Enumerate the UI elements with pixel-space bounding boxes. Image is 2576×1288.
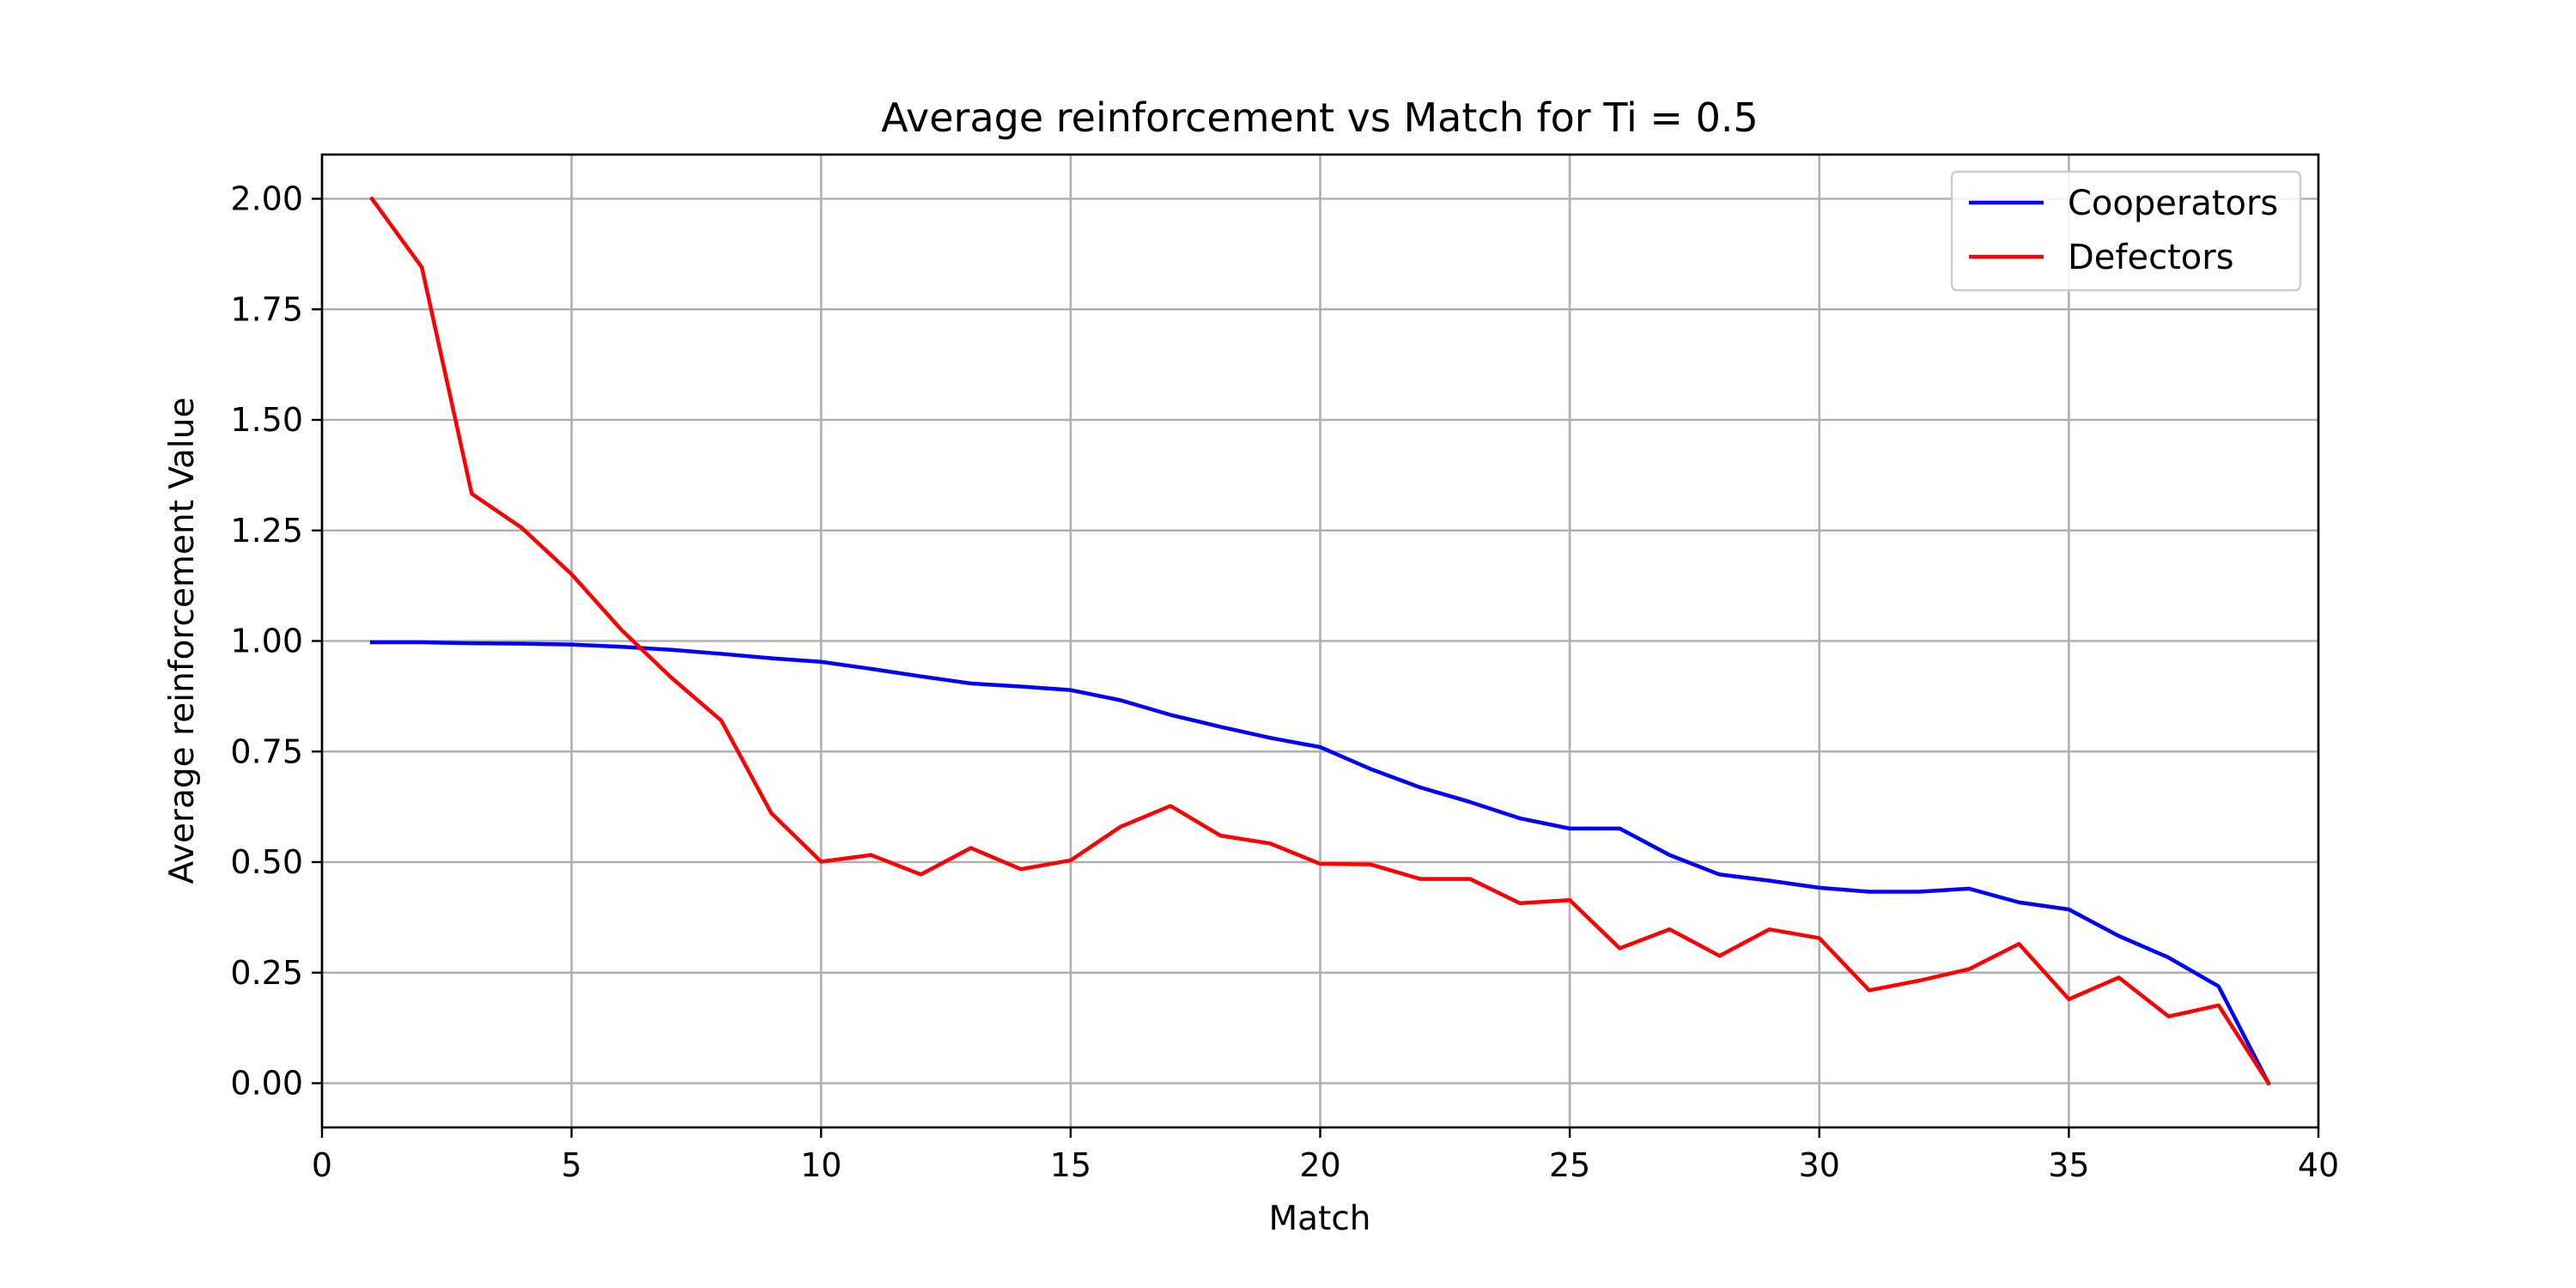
y-tick-label: 0.25 xyxy=(230,954,303,992)
axis-ticks: 0 5 10 15 20 25 30 35 40 0.00 0.25 0.50 0.75 1.00 1.25… xyxy=(230,180,2339,1185)
series-line-defectors xyxy=(368,196,2271,1086)
x-tick-label: 5 xyxy=(562,1146,582,1184)
series-line-cooperators xyxy=(369,640,2271,1086)
legend-label-defectors: Defectors xyxy=(2068,238,2234,277)
y-tick-label: 2.00 xyxy=(230,180,303,218)
x-tick-label: 40 xyxy=(2298,1146,2339,1184)
x-tick-label: 30 xyxy=(1799,1146,1840,1184)
chart-title: Average reinforcement vs Match for Ti = … xyxy=(881,94,1758,141)
legend: Cooperators Defectors xyxy=(1950,170,2302,292)
x-tick-label: 15 xyxy=(1050,1146,1091,1184)
y-tick-label: 1.75 xyxy=(230,290,303,328)
y-tick-label: 1.50 xyxy=(230,401,303,439)
legend-label-cooperators: Cooperators xyxy=(2068,184,2278,223)
x-tick-label: 0 xyxy=(312,1146,332,1184)
plot-series xyxy=(368,196,2271,1086)
y-tick-label: 1.00 xyxy=(230,623,303,660)
y-axis-label: Average reinforcement Value xyxy=(163,398,202,884)
x-tick-label: 25 xyxy=(1549,1146,1590,1184)
y-tick-label: 0.75 xyxy=(230,732,303,770)
x-axis-label: Match xyxy=(1269,1200,1371,1238)
y-tick-label: 1.25 xyxy=(230,512,303,550)
y-tick-label: 0.50 xyxy=(230,843,303,881)
y-tick-label: 0.00 xyxy=(230,1065,303,1103)
x-tick-label: 10 xyxy=(800,1146,841,1184)
x-tick-label: 35 xyxy=(2048,1146,2089,1184)
x-tick-label: 20 xyxy=(1299,1146,1340,1184)
